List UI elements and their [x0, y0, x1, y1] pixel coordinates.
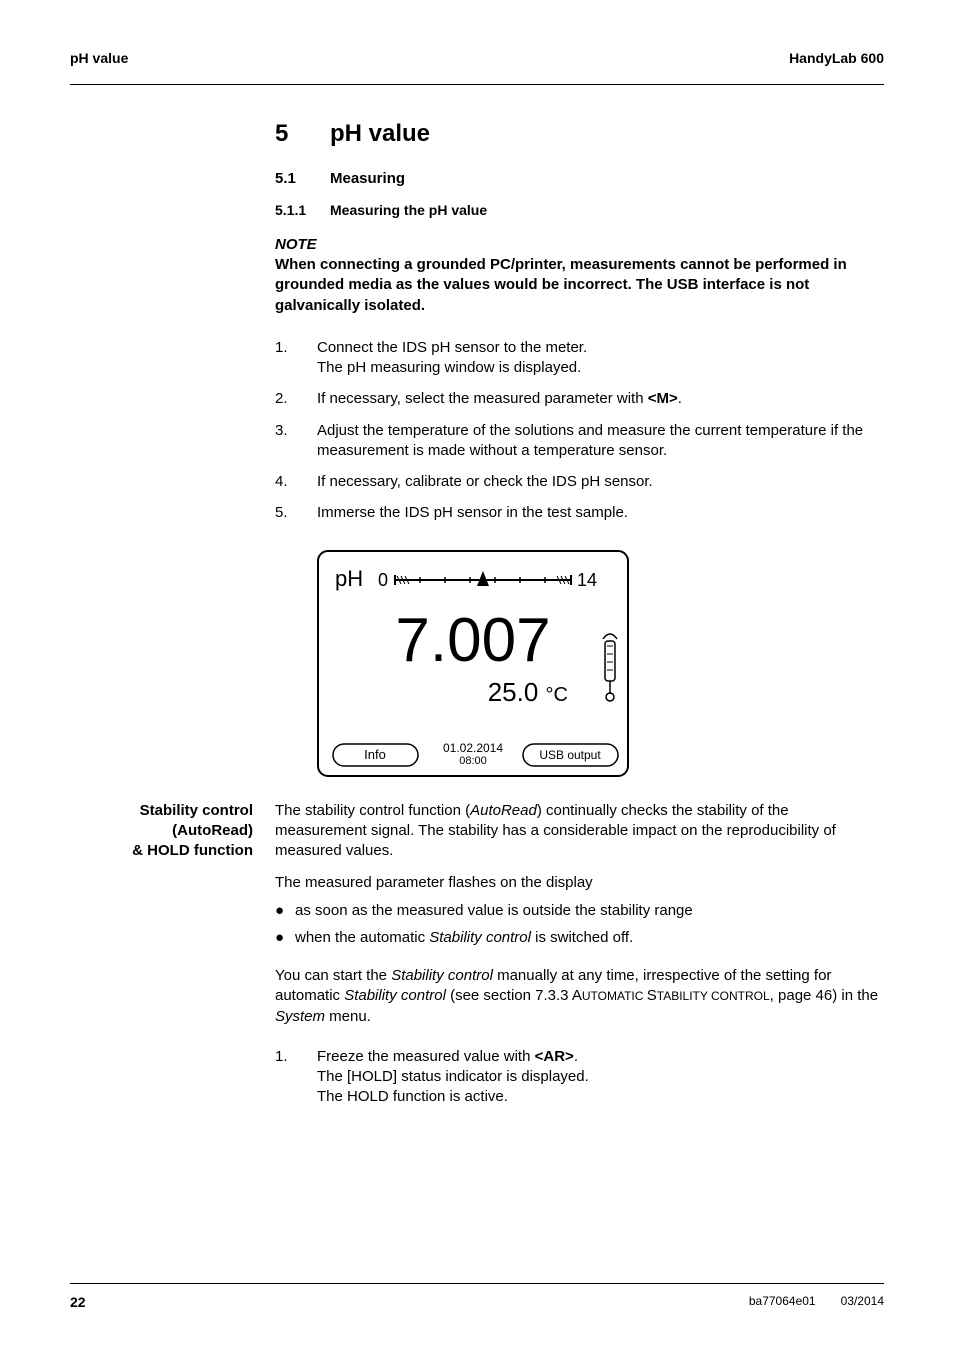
step-4: 4. If necessary, calibrate or check the … [275, 472, 884, 492]
step-text: If necessary, select the measured parame… [317, 389, 884, 409]
display-info-label: Info [364, 747, 386, 762]
page-header: pH value HandyLab 600 [70, 50, 884, 85]
step-number: 3. [275, 421, 317, 462]
step-number: 1. [275, 1047, 317, 1108]
step-text: Adjust the temperature of the solutions … [317, 421, 884, 462]
step-number: 5. [275, 503, 317, 523]
header-right: HandyLab 600 [789, 50, 884, 66]
step-2: 2. If necessary, select the measured par… [275, 389, 884, 409]
display-scale-min: 0 [378, 570, 388, 590]
h1-text: pH value [330, 120, 430, 148]
h3-number: 5.1.1 [275, 202, 330, 218]
sensor-icon [603, 634, 617, 701]
step-number: 4. [275, 472, 317, 492]
side-line-2: (AutoRead) [70, 821, 253, 841]
step-text-pre: If necessary, select the measured parame… [317, 390, 648, 407]
display-date: 01.02.2014 [443, 741, 503, 755]
bullet-icon: ● [275, 928, 295, 948]
step-key: <M> [648, 390, 678, 407]
heading-1: 5 pH value [275, 120, 884, 148]
step-key: <AR> [535, 1048, 574, 1065]
step-5: 5. Immerse the IDS pH sensor in the test… [275, 503, 884, 523]
step-freeze: 1. Freeze the measured value with <AR>. … [275, 1047, 884, 1108]
device-display-figure: pH 0 [313, 546, 884, 786]
step-text: If necessary, calibrate or check the IDS… [317, 472, 884, 492]
footer-page-number: 22 [70, 1294, 86, 1310]
display-ph-value: 7.007 [395, 606, 550, 675]
para-manual-start: You can start the Stability control manu… [275, 966, 884, 1027]
step-1: 1. Connect the IDS pH sensor to the mete… [275, 338, 884, 379]
heading-3: 5.1.1 Measuring the pH value [275, 202, 884, 218]
bullet-text: when the automatic Stability control is … [295, 928, 884, 948]
step-text: Freeze the measured value with <AR>. The… [317, 1047, 884, 1108]
display-time: 08:00 [459, 755, 487, 767]
display-usb-label: USB output [539, 748, 601, 762]
footer-date: 03/2014 [841, 1294, 884, 1310]
display-scale-bar [395, 571, 571, 586]
h2-text: Measuring [330, 170, 405, 187]
bullet-1: ● as soon as the measured value is outsi… [275, 901, 884, 921]
step-text: Immerse the IDS pH sensor in the test sa… [317, 503, 884, 523]
para-flash: The measured parameter flashes on the di… [275, 873, 884, 893]
bullet-text: as soon as the measured value is outside… [295, 901, 884, 921]
display-ph-label: pH [335, 566, 363, 591]
h3-text: Measuring the pH value [330, 202, 487, 218]
side-line-1: Stability control [70, 801, 253, 821]
side-line-3: & HOLD function [70, 841, 253, 861]
para-stability: The stability control function (AutoRead… [275, 801, 884, 862]
footer-doc-code: ba77064e01 [749, 1294, 816, 1310]
bullet-icon: ● [275, 901, 295, 921]
side-heading: Stability control (AutoRead) & HOLD func… [70, 801, 275, 1119]
step-number: 2. [275, 389, 317, 409]
display-scale-max: 14 [577, 570, 597, 590]
step-text-post: . [678, 390, 682, 407]
h2-number: 5.1 [275, 170, 330, 187]
display-temp: 25.0 °C [488, 677, 568, 707]
step-number: 1. [275, 338, 317, 379]
header-left: pH value [70, 50, 128, 66]
step-text: Connect the IDS pH sensor to the meter. … [317, 338, 884, 379]
note-body: When connecting a grounded PC/printer, m… [275, 255, 884, 316]
page-footer: 22 ba77064e01 03/2014 [70, 1283, 884, 1310]
heading-2: 5.1 Measuring [275, 170, 884, 187]
note-title: NOTE [275, 236, 884, 253]
bullet-2: ● when the automatic Stability control i… [275, 928, 884, 948]
step-3: 3. Adjust the temperature of the solutio… [275, 421, 884, 462]
h1-number: 5 [275, 120, 330, 148]
